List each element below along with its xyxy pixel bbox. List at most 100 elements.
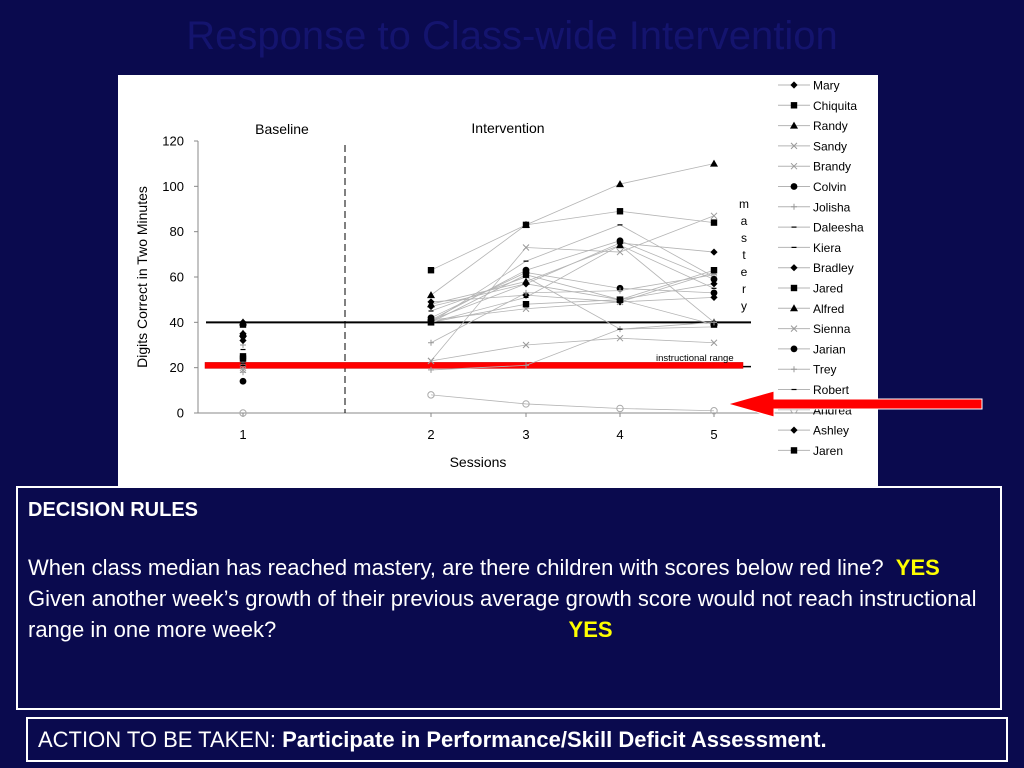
data-point	[239, 409, 247, 417]
y-tick-label: 120	[162, 134, 184, 149]
data-point	[616, 404, 624, 413]
legend-label: Kiera	[813, 241, 841, 255]
y-tick-label: 20	[170, 360, 184, 375]
data-point	[522, 341, 530, 349]
red-line	[204, 362, 744, 369]
series-line	[430, 299, 715, 325]
legend-label: Jarian	[813, 342, 846, 356]
legend-label: Jared	[813, 282, 843, 296]
decision-answer-2: YES	[568, 617, 613, 642]
series-markers	[239, 159, 718, 417]
decision-rules-box: DECISION RULES When class median has rea…	[16, 486, 1002, 710]
legend-label: Sienna	[813, 322, 851, 336]
data-point	[710, 212, 718, 220]
x-axis-label: Sessions	[450, 454, 507, 470]
data-point	[239, 332, 247, 340]
slide-title: Response to Class-wide Intervention	[186, 14, 838, 58]
series-line	[430, 215, 715, 362]
legend-label: Trey	[813, 363, 837, 377]
data-point	[522, 244, 530, 251]
x-tick-label: 3	[522, 427, 529, 442]
series-line	[430, 244, 715, 323]
legend-label: Ashley	[813, 424, 849, 438]
data-point	[239, 377, 247, 385]
action-value: Participate in Performance/Skill Deficit…	[282, 727, 827, 752]
chart-panel: 0 20 40 60 80 100 120 1 2 3 4 5 Sessions Digits Corre…	[118, 75, 878, 488]
action-box: ACTION TO BE TAKEN: Participate in Perfo…	[26, 717, 1008, 762]
decision-answer-1: YES	[895, 555, 940, 580]
phase-label-baseline: Baseline	[255, 121, 309, 137]
decision-rule-1: When class median has reached mastery, a…	[28, 552, 990, 583]
legend-marker	[790, 325, 798, 332]
legend-marker	[790, 81, 798, 89]
series-line	[430, 283, 715, 321]
series-line	[430, 394, 715, 412]
legend-marker	[790, 264, 798, 272]
legend-marker	[790, 121, 798, 129]
legend-label: Jaren	[813, 444, 843, 458]
legend-label: Mary	[813, 79, 840, 93]
data-point	[711, 319, 717, 326]
series-line	[430, 242, 715, 307]
x-tick-label: 2	[427, 427, 434, 442]
series-line	[430, 337, 715, 362]
data-point	[616, 237, 624, 245]
legend-marker	[790, 142, 798, 150]
data-point	[710, 339, 718, 347]
legend-label: Robert	[813, 383, 850, 397]
data-point	[616, 334, 624, 342]
x-tick-label: 4	[616, 427, 623, 442]
phase-label-intervention: Intervention	[471, 120, 544, 136]
y-tick-label: 100	[162, 179, 184, 194]
legend-marker	[791, 366, 797, 373]
data-point	[617, 287, 623, 294]
decision-rule-2: Given another week’s growth of their pre…	[28, 583, 990, 645]
chart-svg: 0 20 40 60 80 100 120 1 2 3 4 5 Sessions Digits Corre…	[134, 79, 864, 471]
data-point	[522, 271, 530, 278]
data-point	[616, 208, 624, 215]
data-point	[710, 407, 718, 415]
series-line	[430, 269, 715, 323]
data-point	[710, 280, 718, 288]
series-line	[430, 321, 715, 371]
legend-label: Jolisha	[813, 200, 851, 214]
y-tick-label: 0	[177, 406, 184, 421]
legend-label: Bradley	[813, 261, 854, 275]
data-point	[428, 366, 434, 373]
y-axis-label: Digits Correct in Two Minutes	[134, 186, 150, 368]
x-tick-label: 1	[239, 427, 246, 442]
data-point	[427, 357, 435, 365]
data-point	[710, 275, 718, 283]
action-label: ACTION TO BE TAKEN:	[38, 727, 276, 752]
data-point	[427, 300, 435, 308]
series-line	[430, 240, 715, 321]
legend-marker	[790, 304, 798, 312]
data-point	[522, 301, 530, 308]
data-point	[428, 339, 434, 346]
legend-label: Sandy	[813, 139, 847, 153]
instructional-range-label: instructional range	[656, 353, 734, 364]
y-tick-label: 80	[170, 224, 184, 239]
data-point	[522, 280, 530, 288]
y-tick-label: 40	[170, 315, 184, 330]
series-lines	[430, 163, 715, 412]
data-point	[239, 318, 247, 326]
series-line	[430, 163, 715, 296]
x-tick-label: 5	[710, 427, 717, 442]
data-point	[616, 296, 624, 303]
data-point	[427, 267, 435, 274]
legend-marker	[791, 203, 797, 210]
legend-label: Colvin	[813, 180, 846, 194]
series-line	[430, 244, 715, 323]
data-point	[239, 336, 247, 345]
data-point	[710, 248, 718, 256]
data-point	[523, 362, 529, 369]
series-line	[430, 210, 715, 271]
decision-question-2: Given another week’s growth of their pre…	[28, 586, 977, 642]
decision-rules-heading: DECISION RULES	[28, 499, 199, 521]
data-point	[427, 319, 435, 326]
data-point	[710, 267, 718, 274]
data-point	[523, 289, 529, 296]
data-point	[616, 248, 624, 256]
